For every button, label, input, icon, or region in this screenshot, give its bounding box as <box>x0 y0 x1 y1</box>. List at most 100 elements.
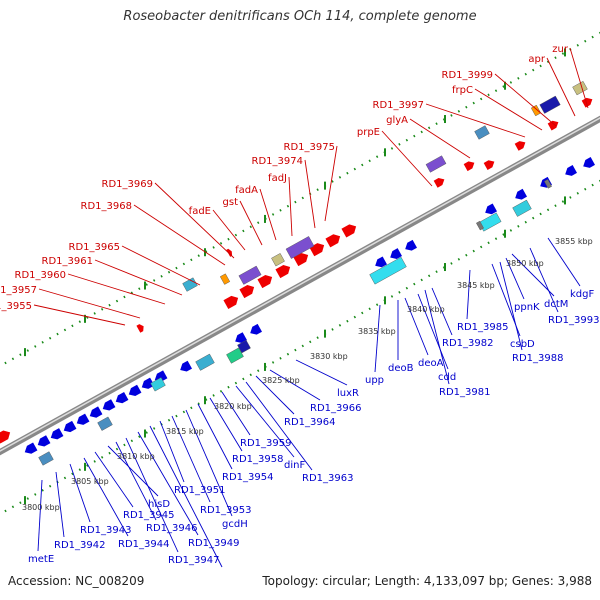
forward-gene-leader <box>494 73 557 127</box>
feature-arrow <box>154 370 168 382</box>
forward-gene-leader <box>381 130 433 187</box>
ruler-label: 3830 kbp <box>310 352 348 361</box>
forward-gene <box>547 120 559 131</box>
forward-gene-leader <box>425 103 526 138</box>
reverse-gene-label: luxR <box>337 388 359 399</box>
reverse-gene-label: csbD <box>510 339 535 350</box>
reverse-gene-leader <box>424 289 450 385</box>
forward-gene-label: RD1_3975 <box>284 142 335 153</box>
feature-arrow <box>180 360 192 372</box>
forward-gene <box>433 178 445 188</box>
feature-arrow <box>275 265 291 279</box>
reverse-gene-label: RD1_3985 <box>457 322 508 333</box>
forward-gene-leader <box>212 209 246 251</box>
reverse-gene-label: cdd <box>438 372 456 383</box>
reverse-gene-leader <box>221 391 251 436</box>
forward-gene-leader <box>259 188 277 241</box>
reverse-gene <box>485 203 497 215</box>
forward-gene-label: RD1_3974 <box>252 156 303 167</box>
reverse-gene-leader <box>69 463 91 523</box>
reverse-gene-label: gcdH <box>222 519 248 530</box>
forward-gene <box>514 141 526 151</box>
forward-gene <box>483 160 495 170</box>
forward-guide-dots <box>0 31 600 368</box>
reverse-gene-label: dctM <box>544 299 568 310</box>
reverse-gene <box>583 157 595 168</box>
feature-box <box>226 347 244 364</box>
reverse-gene-leader <box>83 457 129 537</box>
reverse-gene-label: RD1_3959 <box>240 438 291 449</box>
reverse-gene <box>141 377 155 389</box>
reverse-gene-navy <box>237 339 251 354</box>
reverse-gene-leader <box>209 397 243 452</box>
reverse-gene-grey <box>544 179 552 189</box>
reverse-gene <box>115 391 129 404</box>
reverse-gene-leader <box>115 441 157 521</box>
feature-arrow <box>375 256 387 268</box>
reverse-gene-leader <box>245 381 313 471</box>
feature-box <box>150 377 166 392</box>
feature-arrow <box>24 442 38 454</box>
forward-gene <box>293 253 309 267</box>
reverse-gene-label: hisD <box>148 499 170 510</box>
feature-arrow <box>515 188 527 200</box>
feature-arrow <box>581 97 593 108</box>
forward-gene-label: RD1_3961 <box>42 256 93 267</box>
forward-gene-label: prpE <box>357 127 380 138</box>
feature-box <box>425 155 447 173</box>
feature-arrow <box>483 160 495 170</box>
forward-gene-steel <box>182 277 198 292</box>
forward-gene-leader <box>474 88 543 131</box>
reverse-gene-label: RD1_3963 <box>302 473 353 484</box>
feature-box <box>271 253 285 267</box>
reverse-gene <box>128 384 142 397</box>
ruler-label: 3820 kbp <box>214 402 252 411</box>
feature-box <box>530 104 542 117</box>
ruler-label: 3810 kbp <box>117 452 155 461</box>
feature-box <box>219 273 231 285</box>
feature-box <box>539 95 561 114</box>
reverse-gene-leader <box>547 237 581 287</box>
forward-gene-leader <box>33 304 126 326</box>
reverse-gene-label: RD1_3993 <box>548 315 599 326</box>
reverse-gene-leader <box>295 359 348 386</box>
feature-arrow <box>405 239 417 251</box>
reverse-gene <box>50 428 64 440</box>
reverse-gene-leader <box>125 437 179 553</box>
reverse-gene-label: upp <box>365 375 384 386</box>
forward-gene-orange <box>219 273 231 285</box>
reverse-gene-leader <box>529 247 559 313</box>
reverse-gene-leader <box>197 403 233 470</box>
gene-features-layer <box>0 80 595 466</box>
reverse-gene <box>250 323 262 335</box>
reverse-gene-label: RD1_3945 <box>123 510 174 521</box>
reverse-gene-label: RD1_3953 <box>200 505 251 516</box>
reverse-gene-label: RD1_3954 <box>222 472 273 483</box>
reverse-gene-label: RD1_3942 <box>54 540 105 551</box>
forward-gene-khaki <box>572 80 588 96</box>
reverse-gene-label: RD1_3946 <box>146 523 197 534</box>
reverse-gene-leader <box>417 293 449 370</box>
forward-gene-label: RD1_3999 <box>442 70 493 81</box>
forward-gene <box>136 324 144 333</box>
reverse-gene-leader <box>37 479 43 552</box>
reverse-gene-cyan <box>512 199 532 217</box>
feature-arrow <box>583 157 595 168</box>
forward-gene-label: fadA <box>235 185 258 196</box>
reverse-gene-label: RD1_3966 <box>310 403 361 414</box>
forward-gene-leader <box>304 159 316 229</box>
feature-arrow <box>141 377 155 389</box>
forward-gene-label: RD1_3968 <box>81 201 132 212</box>
reverse-gene-label: ppnK <box>514 302 540 313</box>
reverse-gene-label: RD1_3958 <box>232 454 283 465</box>
reverse-gene <box>89 406 103 418</box>
reverse-gene-leader <box>137 431 199 536</box>
forward-gene <box>341 224 357 238</box>
ruler-label: 3815 kbp <box>166 427 204 436</box>
forward-gene <box>463 161 475 172</box>
ruler-label: 3840 kbp <box>407 305 445 314</box>
reverse-gene <box>76 413 90 425</box>
feature-arrow <box>102 399 116 411</box>
reverse-gene-label: deoB <box>388 363 414 374</box>
forward-gene <box>275 265 291 279</box>
